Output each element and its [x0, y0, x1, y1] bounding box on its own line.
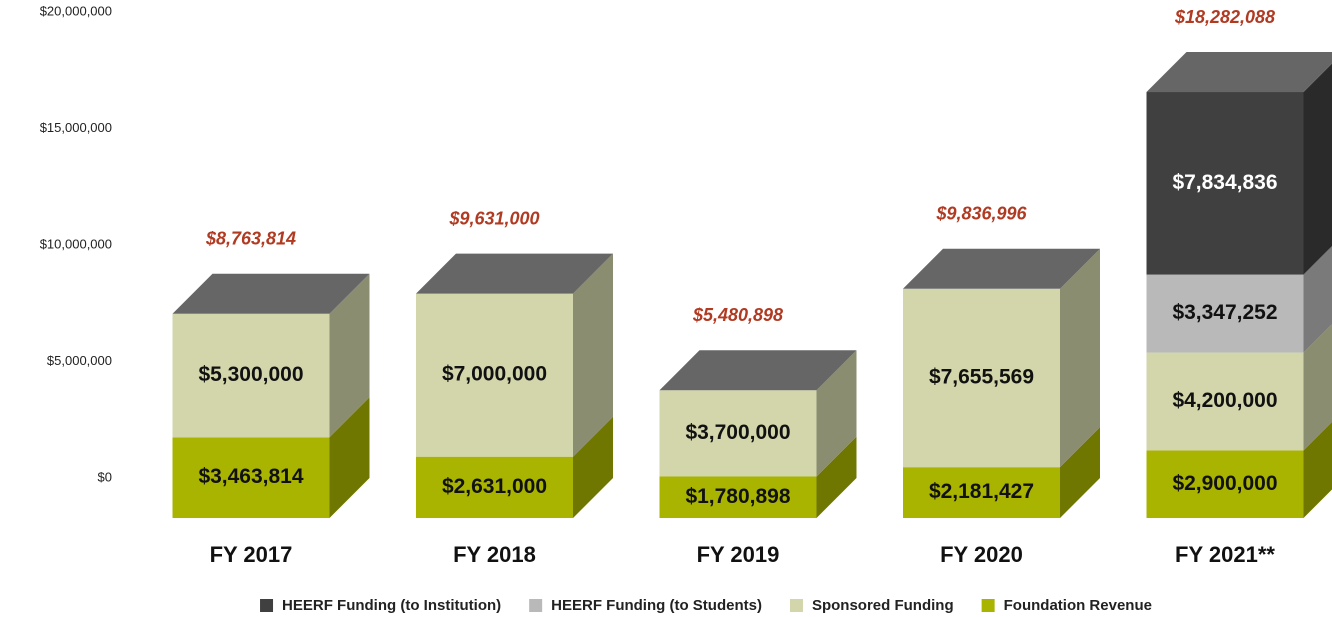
legend-swatch [789, 599, 803, 612]
bar-side [573, 253, 613, 457]
y-tick-label: $0 [98, 469, 112, 484]
bar-side [1303, 63, 1332, 275]
bar-side [1303, 246, 1332, 353]
bar-top [1146, 52, 1332, 93]
bar-top [903, 248, 1100, 289]
x-tick-label: FY 2020 [940, 542, 1023, 567]
legend-swatch [260, 599, 274, 612]
bar-segment [1146, 92, 1304, 275]
segment-label: $3,463,814 [198, 465, 303, 488]
segment-label: $3,347,252 [1172, 301, 1277, 324]
total-label: $5,480,898 [692, 305, 783, 325]
bar-segment [1146, 450, 1304, 518]
bar-top [659, 350, 857, 391]
total-label: $9,836,996 [935, 204, 1027, 224]
legend-label: Foundation Revenue [1004, 597, 1152, 614]
x-tick-label: FY 2017 [210, 542, 293, 567]
legend-label: HEERF Funding (to Institution) [282, 597, 501, 614]
y-tick-label: $10,000,000 [40, 236, 112, 251]
bar-side [573, 416, 613, 518]
total-label: $9,631,000 [448, 208, 539, 228]
segment-label: $7,655,569 [929, 366, 1034, 389]
bar-side [816, 350, 857, 477]
y-tick-label: $15,000,000 [40, 120, 112, 135]
bar-side [1303, 324, 1332, 451]
bar-segment [903, 467, 1060, 518]
segment-label: $3,700,000 [685, 421, 790, 444]
total-label: $18,282,088 [1174, 7, 1275, 27]
x-tick-label: FY 2018 [453, 542, 536, 567]
bar-top [172, 273, 370, 314]
segment-label: $4,200,000 [1172, 389, 1277, 412]
segment-label: $2,631,000 [442, 475, 547, 498]
y-tick-label: $20,000,000 [40, 3, 112, 18]
bar-segment [172, 437, 330, 518]
legend-label: Sponsored Funding [812, 597, 954, 614]
bar-side [816, 436, 857, 518]
segment-label: $1,780,898 [685, 485, 790, 508]
bar-side [1060, 427, 1100, 518]
bar-side [329, 273, 370, 438]
bar-side [1060, 248, 1100, 468]
segment-label: $5,300,000 [198, 363, 303, 386]
bar-segment [903, 288, 1060, 468]
segment-label: $7,834,836 [1172, 171, 1277, 194]
bar-segment [416, 456, 573, 518]
bar-segment [416, 293, 573, 457]
x-tick-label: FY 2021** [1175, 542, 1275, 567]
bar-segment [1146, 274, 1304, 353]
x-tick-label: FY 2019 [697, 542, 780, 567]
y-tick-label: $5,000,000 [47, 353, 112, 368]
legend-label: HEERF Funding (to Students) [551, 597, 762, 614]
total-label: $8,763,814 [205, 229, 296, 249]
bar-top [416, 253, 613, 294]
bar-segment [659, 390, 817, 477]
bar-segment [659, 476, 817, 518]
bar-segment [172, 313, 330, 438]
bar-segment [1146, 352, 1304, 451]
legend-swatch [981, 599, 995, 612]
bar-side [329, 397, 370, 518]
segment-label: $7,000,000 [442, 363, 547, 386]
legend-swatch [529, 599, 543, 612]
segment-label: $2,900,000 [1172, 472, 1277, 495]
bar-side [1303, 421, 1332, 518]
segment-label: $2,181,427 [929, 480, 1034, 503]
